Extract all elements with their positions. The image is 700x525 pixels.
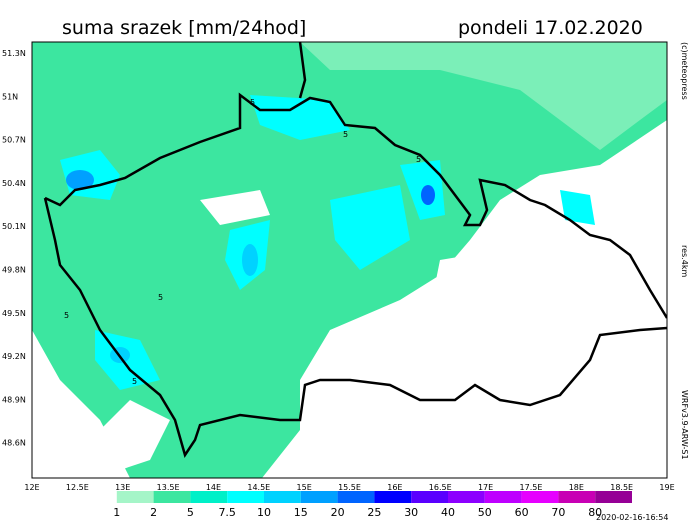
lat-label: 49.5N [2,309,26,318]
legend-swatch [80,491,117,503]
lon-label: 14.5E [247,483,270,492]
legend-swatch [264,491,301,503]
lon-label: 17E [478,483,493,492]
lon-label: 15E [297,483,312,492]
lon-label: 19E [659,483,674,492]
legend-label: 5 [187,506,194,519]
legend-swatch [337,491,375,503]
lat-label: 49.8N [2,266,26,275]
lon-label: 13.5E [157,483,180,492]
lat-label: 48.9N [2,395,26,404]
lat-label: 48.6N [2,439,26,448]
contour-label: 5 [132,377,137,386]
legend-label: 30 [404,506,418,519]
map-frame [31,41,668,479]
lat-label: 49.2N [2,352,26,361]
legend-label: 80 [588,506,602,519]
contour-label: 5 [343,130,348,139]
contour-label: 5 [64,311,69,320]
timestamp: 2020-02-16-16:54 [596,513,668,522]
lon-label: 12.5E [66,483,89,492]
contour-label: 5 [416,155,421,164]
legend-swatch [153,491,191,503]
lon-label: 18.5E [610,483,633,492]
lat-label: 51.3N [2,49,26,58]
lon-label: 13E [115,483,130,492]
lat-label: 50.1N [2,222,26,231]
lat-label: 51N [2,92,18,101]
copyright: (c)meteopress [680,42,689,100]
lon-label: 17.5E [520,483,543,492]
legend-swatch [595,491,632,503]
lon-label: 12E [24,483,39,492]
legend-swatch [300,491,338,503]
legend-label: 40 [441,506,455,519]
model: WRFv3.9-ARW-S1 [680,390,689,460]
lon-label: 16E [387,483,402,492]
contour-label: 5 [250,98,255,107]
legend-label: 25 [367,506,381,519]
legend-label: 20 [331,506,345,519]
precip-field [32,42,667,478]
lat-label: 50.4N [2,179,26,188]
legend-swatch [190,491,228,503]
legend-swatch [374,491,412,503]
legend-swatch [558,491,596,503]
resolution: res.4km [680,245,689,277]
legend-swatch [411,491,448,503]
legend-label: 70 [551,506,565,519]
lon-label: 14E [206,483,221,492]
legend-swatch [484,491,522,503]
lat-label: 50.7N [2,136,26,145]
legend-swatch [521,491,559,503]
legend-label: 50 [478,506,492,519]
legend-swatch [116,491,154,503]
contour-label: 5 [158,293,163,302]
map-date: pondeli 17.02.2020 [458,17,643,39]
lon-label: 16.5E [429,483,452,492]
legend-label: 60 [515,506,529,519]
legend-swatch [227,491,264,503]
map-title: suma srazek [mm/24hod] [62,17,306,39]
legend-label: 15 [294,506,308,519]
legend-label: 1 [113,506,120,519]
lon-label: 18E [569,483,584,492]
legend-label: 7.5 [218,506,236,519]
lon-label: 15.5E [338,483,361,492]
legend-label: 2 [150,506,157,519]
legend-swatch [448,491,485,503]
legend-label: 10 [257,506,271,519]
